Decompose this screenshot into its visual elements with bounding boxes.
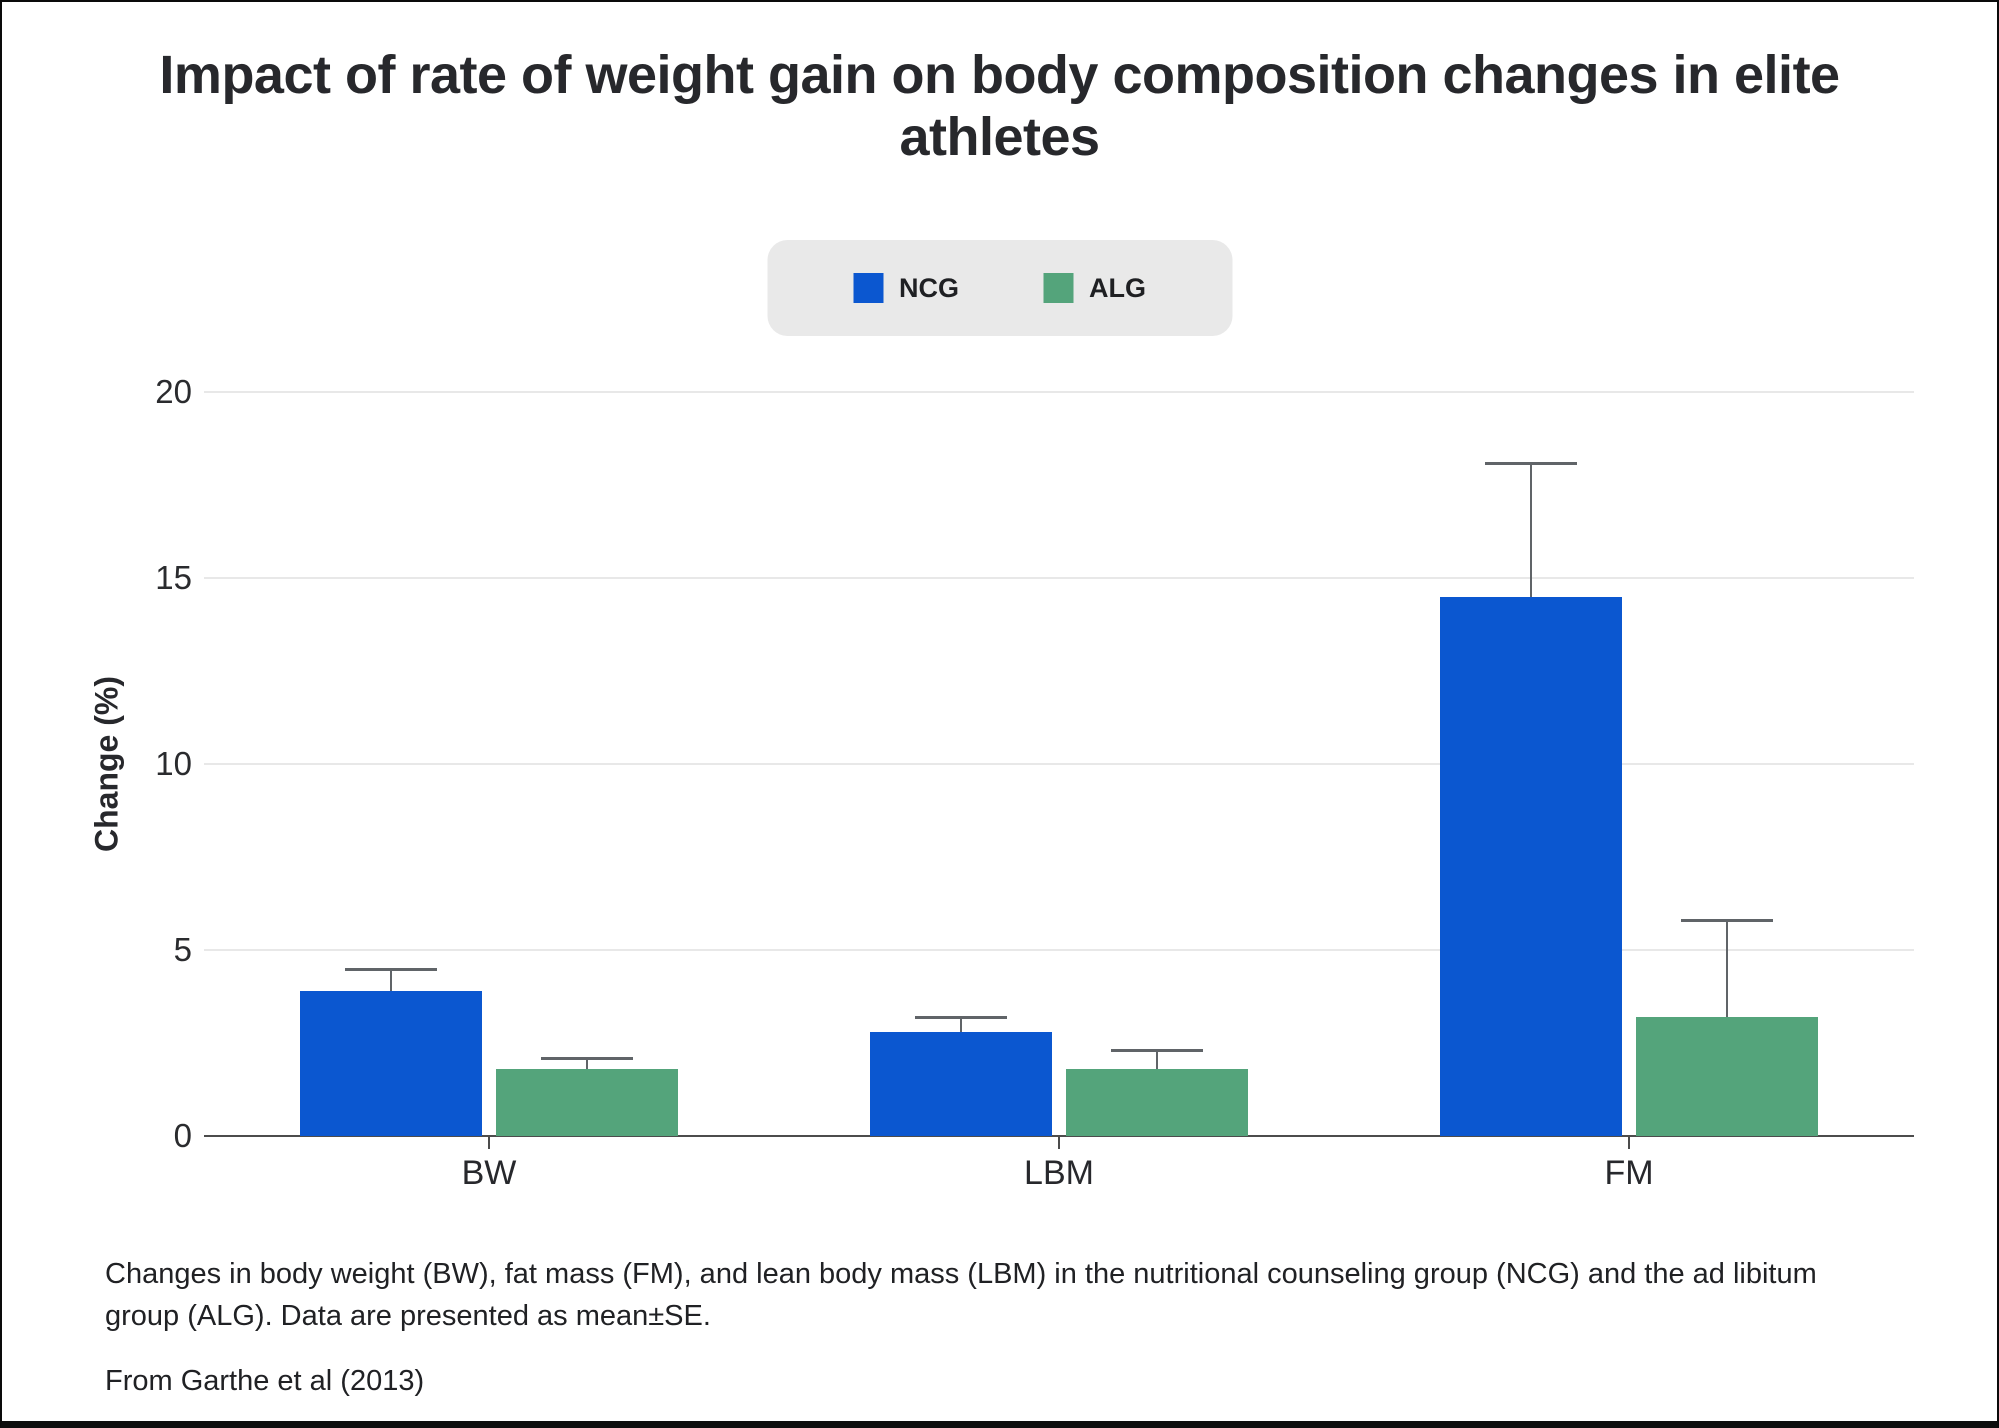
x-tick-LBM — [1058, 1136, 1060, 1149]
chart-legend: NCG ALG — [767, 240, 1232, 336]
error-bar-ncg-bw — [390, 968, 392, 991]
error-cap-ncg-lbm — [915, 1015, 1007, 1019]
y-tick-label-10: 10 — [155, 745, 192, 782]
error-bar-ncg-lbm — [960, 1016, 962, 1032]
error-cap-ncg-fm — [1485, 461, 1577, 465]
x-category-label-LBM: LBM — [1024, 1154, 1094, 1192]
figure-caption: Changes in body weight (BW), fat mass (F… — [105, 1258, 1817, 1333]
y-tick-label-20: 20 — [155, 373, 192, 410]
bar-ncg-bw[interactable] — [300, 990, 482, 1136]
error-bar-alg-fm — [1726, 920, 1728, 1017]
ncg-color-swatch-icon — [853, 273, 883, 303]
legend-label-ncg: NCG — [899, 272, 959, 303]
error-bar-alg-lbm — [1156, 1050, 1158, 1070]
gridline-y-10 — [204, 763, 1914, 765]
gridline-y-5 — [204, 949, 1914, 951]
figure-source: From Garthe et al (2013) — [105, 1365, 425, 1397]
y-tick-label-0: 0 — [173, 1117, 192, 1154]
error-bar-alg-bw — [586, 1057, 588, 1070]
bar-ncg-lbm[interactable] — [870, 1031, 1052, 1136]
error-bar-ncg-fm — [1530, 462, 1532, 597]
gridline-y-20 — [204, 391, 1914, 393]
bar-alg-fm[interactable] — [1636, 1016, 1818, 1136]
bar-alg-bw[interactable] — [496, 1069, 678, 1136]
bar-ncg-fm[interactable] — [1440, 596, 1622, 1136]
legend-item-ncg[interactable]: NCG — [853, 273, 959, 304]
x-tick-FM — [1628, 1136, 1630, 1149]
bar-alg-lbm[interactable] — [1066, 1069, 1248, 1136]
chart-title: Impact of rate of weight gain on body co… — [159, 45, 1840, 168]
error-cap-alg-fm — [1681, 919, 1773, 923]
error-cap-alg-bw — [541, 1056, 633, 1060]
y-tick-label-5: 5 — [173, 931, 192, 968]
x-tick-BW — [488, 1136, 490, 1149]
legend-item-alg[interactable]: ALG — [1043, 273, 1146, 304]
error-cap-ncg-bw — [345, 967, 437, 971]
x-category-label-FM: FM — [1604, 1154, 1654, 1192]
y-tick-label-15: 15 — [155, 559, 192, 596]
legend-label-alg: ALG — [1089, 272, 1146, 303]
alg-color-swatch-icon — [1043, 273, 1073, 303]
error-cap-alg-lbm — [1111, 1049, 1203, 1053]
x-category-label-BW: BW — [461, 1154, 517, 1192]
gridline-y-15 — [204, 577, 1914, 579]
